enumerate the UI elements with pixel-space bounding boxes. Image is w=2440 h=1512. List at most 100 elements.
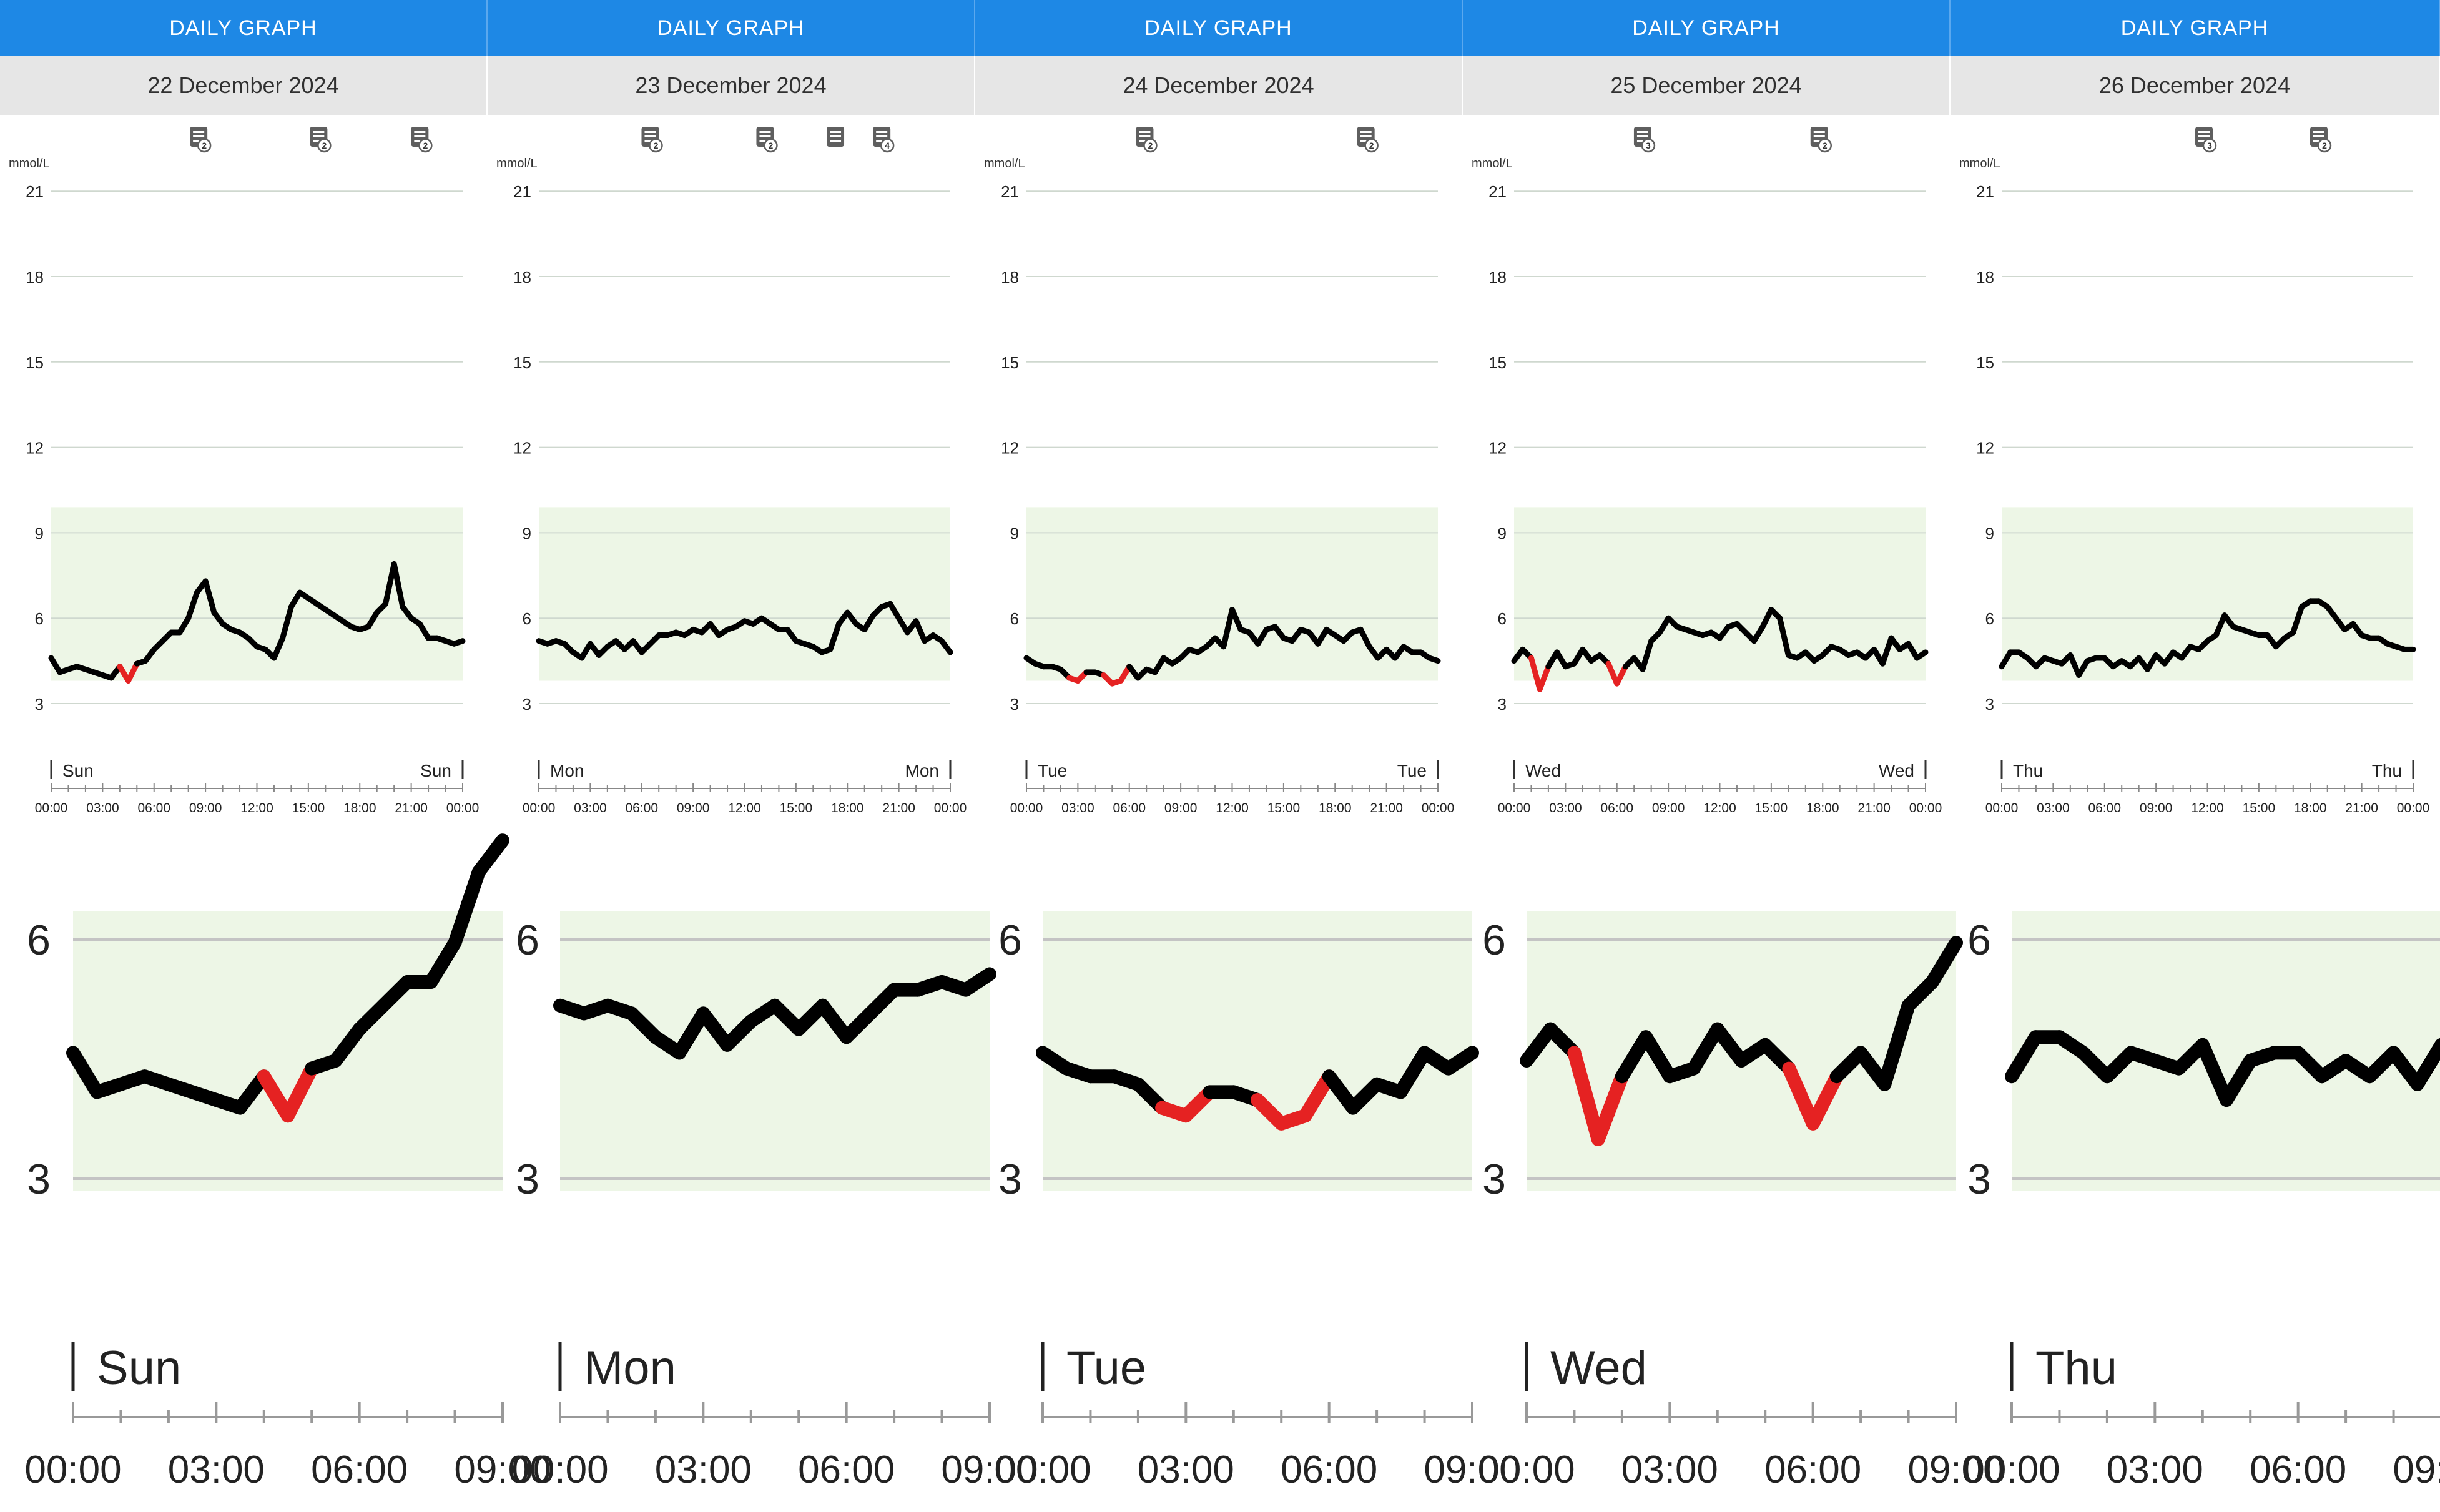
y-tick-label: 12	[1488, 439, 1507, 458]
x-tick-label: 00:00	[446, 801, 480, 815]
note-count-badge	[1641, 138, 1656, 153]
y-tick-label: 9	[1985, 524, 1994, 542]
x-tick-label: 06:00	[625, 801, 658, 815]
note-icon-line	[2313, 140, 2324, 142]
y-tick-label: 9	[1010, 524, 1019, 542]
x-tick-label: 09:00	[1907, 1448, 2004, 1491]
note-icon-line	[876, 131, 888, 133]
x-tick-label: 12:00	[728, 801, 761, 815]
y-tick-label: 12	[1976, 439, 1994, 458]
note-icon-line	[1636, 140, 1648, 142]
y-tick-label: 3	[1010, 695, 1019, 714]
daily-graph-panel: DAILY GRAPH 26 December 2024 mmol/L 3 6 9 12…	[1951, 0, 2440, 830]
note-count: 4	[885, 140, 890, 150]
x-tick-label: 06:00	[1281, 1448, 1377, 1491]
panel-date: 24 December 2024	[975, 56, 1463, 115]
x-tick-label: 03:00	[1138, 1448, 1234, 1491]
glucose-line-low-segment	[1614, 664, 1628, 687]
note-icon-line	[313, 131, 325, 133]
note-count-badge	[2202, 138, 2217, 153]
y-tick-label: 3	[998, 1156, 1022, 1203]
glucose-line-low-segment	[1806, 1069, 1844, 1131]
y-tick-label: 18	[1488, 268, 1507, 287]
note-icon: 2	[411, 127, 433, 153]
note-icon-line	[876, 140, 888, 142]
panel-title: DAILY GRAPH	[488, 0, 975, 56]
x-tick-label: 15:00	[780, 801, 813, 815]
x-tick-label: 21:00	[882, 801, 915, 815]
x-tick-label: 18:00	[1806, 801, 1839, 815]
glucose-line-segment	[1394, 1046, 1432, 1099]
x-tick-label: 03:00	[655, 1448, 752, 1491]
x-tick-label: 03:00	[1549, 801, 1582, 815]
x-tick-label: 06:00	[311, 1448, 408, 1491]
x-tick-label: 09:00	[454, 1448, 551, 1491]
y-tick-label: 6	[35, 609, 44, 628]
note-icon-line	[193, 135, 205, 137]
note-icon-line	[759, 140, 771, 142]
zoom-panel: 6 3 Thu 00:00 03:00 06:00 09:00	[1963, 911, 2440, 1491]
note-icon-line	[1636, 135, 1648, 137]
zoom-panel: 6 3 Tue 00:00 03:00 06:00 09:00	[994, 911, 1521, 1491]
note-icon-line	[313, 140, 325, 142]
note-icon-line	[414, 135, 426, 137]
note-count: 2	[322, 140, 327, 150]
daily-chart: mmol/L 3 6 9 12 15 18 21 2 2 2 Sun Sun 00:00 03:00 06:0…	[9, 127, 480, 815]
panel-title: DAILY GRAPH	[975, 0, 1463, 56]
glucose-line-segment	[672, 1006, 711, 1060]
x-tick-label: 15:00	[1267, 801, 1301, 815]
zoom-panel: 6 3 Sun 00:00 03:00 06:00 09:00	[24, 833, 551, 1491]
y-tick-label: 15	[513, 353, 531, 372]
y-tick-label: 21	[26, 182, 44, 201]
note-icon-line	[1360, 131, 1372, 133]
note-icon-line	[830, 131, 842, 133]
unit-label: mmol/L	[496, 157, 538, 170]
note-count-badge	[649, 138, 663, 153]
note-icon-line	[1360, 135, 1372, 137]
note-count-badge	[880, 138, 895, 153]
daily-graph-panels: DAILY GRAPH 22 December 2024 mmol/L 3 6 9 12…	[0, 0, 2440, 830]
glucose-line	[553, 967, 996, 1060]
daily-chart: mmol/L 3 6 9 12 15 18 21 2 2 Tue Tue 00:00 03:00 06:00…	[984, 127, 1454, 815]
y-tick-label: 21	[1976, 182, 1994, 201]
x-tick-label: 03:00	[2107, 1448, 2203, 1491]
x-tick-label: 03:00	[1061, 801, 1095, 815]
note-count-badge	[1818, 138, 1832, 153]
glucose-line-low-segment	[125, 660, 140, 684]
note-count: 2	[1369, 140, 1374, 150]
day-label: Tue	[1038, 761, 1067, 780]
glucose-line-segment	[1639, 1030, 1677, 1084]
glucose-line-segment	[1879, 635, 1894, 667]
note-icon-line	[193, 140, 205, 142]
note-count: 2	[654, 140, 659, 150]
note-icon: 2	[1810, 127, 1832, 153]
x-tick-label: 15:00	[292, 801, 325, 815]
zoomed-detail: 6 3 Sun 00:00 03:00 06:00 09:00 6 3 Mon 00:00 03:00…	[0, 830, 2440, 1512]
glucose-line-segment	[958, 967, 996, 997]
y-tick-label: 12	[513, 439, 531, 458]
target-range-band	[539, 507, 950, 681]
unit-label: mmol/L	[984, 157, 1025, 170]
day-label: Tue	[1066, 1342, 1146, 1395]
y-tick-label: 6	[27, 916, 51, 964]
y-tick-label: 15	[1488, 353, 1507, 372]
note-icon-line	[2313, 135, 2324, 137]
note-count-badge	[764, 138, 778, 153]
y-tick-label: 21	[513, 182, 531, 201]
note-icon: 2	[310, 127, 332, 153]
x-tick-label: 00:00	[1010, 801, 1043, 815]
note-count: 2	[1148, 140, 1153, 150]
x-tick-label: 00:00	[1985, 801, 2019, 815]
daily-graph-panel: DAILY GRAPH 24 December 2024 mmol/L 3 6 9 12…	[975, 0, 1463, 830]
panel-title: DAILY GRAPH	[1463, 0, 1951, 56]
y-tick-label: 18	[1976, 268, 1994, 287]
glucose-line	[1036, 1046, 1479, 1131]
note-count-badge	[317, 138, 332, 153]
target-range-band	[1043, 911, 1472, 1191]
unit-label: mmol/L	[1472, 157, 1513, 170]
day-label: Sun	[97, 1342, 181, 1395]
y-tick-label: 9	[35, 524, 44, 542]
x-tick-label: 06:00	[137, 801, 170, 815]
x-tick-label: 00:00	[1963, 1448, 2060, 1491]
target-range-band	[51, 507, 463, 681]
